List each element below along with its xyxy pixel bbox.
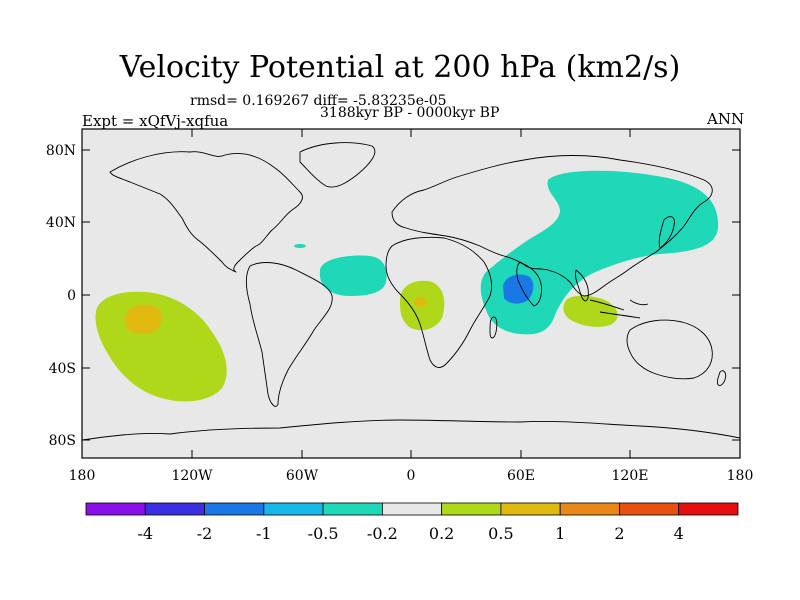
lon-tick-label: 120W	[171, 468, 213, 484]
lat-tick-label: 40N	[46, 215, 76, 231]
coast-madagascar	[489, 316, 498, 339]
colorbar-label: 4	[674, 524, 684, 543]
colorbar-box	[441, 502, 502, 516]
colorbar	[85, 502, 739, 516]
coastlines	[81, 142, 741, 441]
coast-north-america	[109, 151, 303, 273]
stats-line: rmsd= 0.169267 diff= -5.83235e-05	[190, 93, 447, 109]
asia-negative-anomaly	[480, 170, 719, 335]
colorbar-label: -2	[197, 524, 213, 543]
coast-africa	[385, 236, 493, 368]
lon-tick-label: 60E	[507, 468, 535, 484]
africa-positive-core	[414, 297, 426, 307]
coast-australia	[626, 319, 713, 380]
lon-tick-label: 120E	[612, 468, 649, 484]
colorbar-label: 0.5	[488, 524, 513, 543]
colorbar-box	[204, 502, 265, 516]
lat-tick-label: 0	[67, 288, 76, 304]
arabian-sea-core	[503, 274, 534, 304]
colorbar-labels: -4 -2 -1 -0.5 -0.2 0.2 0.5 1 2 4	[137, 524, 683, 543]
map-title: Velocity Potential at 200 hPa (km2/s)	[119, 50, 681, 85]
experiment-line: Expt = xQfVj-xqfua	[82, 112, 229, 130]
colorbar-label: -0.5	[308, 524, 339, 543]
lat-tick-label: 40S	[49, 361, 76, 377]
axis-ticks	[81, 129, 741, 458]
colorbar-box	[144, 502, 205, 516]
coast-japan	[658, 216, 675, 249]
lon-tick-label: 180	[69, 468, 96, 484]
coast-greenland	[299, 142, 376, 188]
lon-tick-label: 180	[727, 468, 754, 484]
atlantic-negative-anomaly	[319, 255, 387, 296]
coast-new-zealand	[717, 370, 727, 386]
colorbar-label: -1	[256, 524, 272, 543]
colorbar-box	[678, 502, 739, 516]
colorbar-label: 0.2	[429, 524, 454, 543]
season-label: ANN	[707, 110, 745, 128]
colorbar-label: 2	[614, 524, 624, 543]
coast-antarctica	[81, 419, 741, 441]
colorbar-label: -4	[137, 524, 153, 543]
colorbar-box	[500, 502, 561, 516]
lat-tick-label: 80N	[46, 143, 76, 159]
coast-southeast-asia	[575, 269, 589, 302]
caribbean-negative-fleck	[294, 244, 306, 248]
coast-india	[516, 261, 543, 307]
coast-indonesia	[589, 299, 649, 319]
colorbar-box	[322, 502, 383, 516]
lon-tick-label: 60W	[286, 468, 319, 484]
pacific-positive-core	[126, 304, 162, 334]
colorbar-box	[263, 502, 324, 516]
colorbar-box	[619, 502, 680, 516]
period-line: 3188kyr BP - 0000kyr BP	[320, 105, 500, 121]
coast-eurasia	[391, 155, 713, 297]
lon-tick-label: 0	[407, 468, 416, 484]
colorbar-label: 1	[555, 524, 565, 543]
colorbar-box	[381, 502, 443, 516]
coast-south-america	[245, 262, 333, 407]
lat-tick-label: 80S	[49, 433, 76, 449]
colorbar-box	[559, 502, 620, 516]
colorbar-label: -0.2	[367, 524, 398, 543]
colorbar-box	[85, 502, 146, 516]
